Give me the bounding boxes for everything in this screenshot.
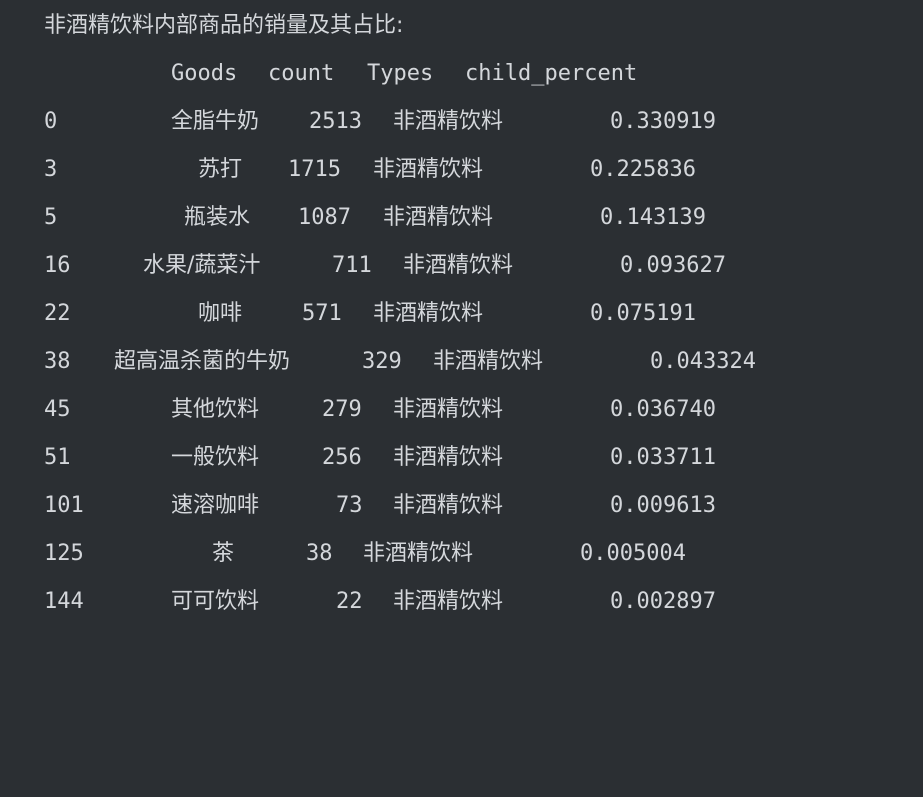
goods-cell: 一般饮料	[171, 445, 260, 470]
row-index: 16	[44, 253, 71, 278]
count-cell: 38	[306, 541, 333, 566]
header-goods: Goods	[171, 61, 238, 86]
type-cell: 非酒精饮料	[403, 253, 514, 278]
table-row: 22 咖啡 571 非酒精饮料 0.075191	[0, 299, 696, 329]
percent-cell: 0.036740	[610, 397, 716, 422]
goods-cell: 苏打	[198, 157, 243, 182]
type-cell: 非酒精饮料	[433, 349, 544, 374]
count-cell: 256	[322, 445, 362, 470]
percent-cell: 0.143139	[600, 205, 706, 230]
type-cell: 非酒精饮料	[393, 589, 504, 614]
type-cell: 非酒精饮料	[393, 397, 504, 422]
percent-cell: 0.043324	[650, 349, 756, 374]
count-cell: 2513	[309, 109, 362, 134]
count-cell: 22	[336, 589, 363, 614]
count-cell: 279	[322, 397, 362, 422]
goods-cell: 超高温杀菌的牛奶	[114, 349, 291, 374]
type-cell: 非酒精饮料	[363, 541, 474, 566]
output-title-line: 非酒精饮料内部商品的销量及其占比:	[0, 11, 403, 41]
percent-cell: 0.002897	[610, 589, 716, 614]
percent-cell: 0.093627	[620, 253, 726, 278]
table-row: 16 水果/蔬菜汁 711 非酒精饮料 0.093627	[0, 251, 726, 281]
goods-cell: 咖啡	[198, 301, 243, 326]
row-index: 144	[44, 589, 84, 614]
count-cell: 571	[302, 301, 342, 326]
goods-cell: 速溶咖啡	[171, 493, 260, 518]
dataframe-header-row: Goods count Types child_percent	[0, 59, 637, 89]
table-row: 144 可可饮料 22 非酒精饮料 0.002897	[0, 587, 716, 617]
output-title: 非酒精饮料内部商品的销量及其占比:	[44, 13, 404, 38]
row-index: 125	[44, 541, 84, 566]
type-cell: 非酒精饮料	[373, 157, 484, 182]
header-count: count	[268, 61, 335, 86]
type-cell: 非酒精饮料	[393, 109, 504, 134]
row-index: 101	[44, 493, 84, 518]
row-index: 0	[44, 109, 58, 134]
goods-cell: 可可饮料	[171, 589, 260, 614]
percent-cell: 0.330919	[610, 109, 716, 134]
count-cell: 711	[332, 253, 372, 278]
count-cell: 73	[336, 493, 363, 518]
header-child-percent: child_percent	[465, 61, 638, 86]
row-index: 5	[44, 205, 58, 230]
percent-cell: 0.225836	[590, 157, 696, 182]
table-row: 3 苏打 1715 非酒精饮料 0.225836	[0, 155, 696, 185]
percent-cell: 0.009613	[610, 493, 716, 518]
percent-cell: 0.075191	[590, 301, 696, 326]
header-types: Types	[367, 61, 434, 86]
type-cell: 非酒精饮料	[373, 301, 484, 326]
table-row: 38 超高温杀菌的牛奶 329 非酒精饮料 0.043324	[0, 347, 756, 377]
goods-cell: 全脂牛奶	[171, 109, 260, 134]
goods-cell: 其他饮料	[171, 397, 260, 422]
count-cell: 1715	[288, 157, 341, 182]
console-output: 非酒精饮料内部商品的销量及其占比: Goods count Types chil…	[0, 11, 756, 617]
row-index: 45	[44, 397, 71, 422]
row-index: 22	[44, 301, 71, 326]
row-index: 51	[44, 445, 71, 470]
count-cell: 1087	[298, 205, 351, 230]
goods-cell: 瓶装水	[184, 205, 251, 230]
type-cell: 非酒精饮料	[393, 493, 504, 518]
row-index: 3	[44, 157, 58, 182]
table-row: 0 全脂牛奶 2513 非酒精饮料 0.330919	[0, 107, 716, 137]
table-row: 101 速溶咖啡 73 非酒精饮料 0.009613	[0, 491, 716, 521]
table-row: 51 一般饮料 256 非酒精饮料 0.033711	[0, 443, 716, 473]
type-cell: 非酒精饮料	[383, 205, 494, 230]
row-index: 38	[44, 349, 71, 374]
percent-cell: 0.005004	[580, 541, 686, 566]
percent-cell: 0.033711	[610, 445, 716, 470]
table-row: 5 瓶装水 1087 非酒精饮料 0.143139	[0, 203, 706, 233]
goods-cell: 茶	[212, 541, 235, 566]
table-row: 125 茶 38 非酒精饮料 0.005004	[0, 539, 686, 569]
goods-cell: 水果/蔬菜汁	[143, 253, 261, 278]
table-row: 45 其他饮料 279 非酒精饮料 0.036740	[0, 395, 716, 425]
type-cell: 非酒精饮料	[393, 445, 504, 470]
count-cell: 329	[362, 349, 402, 374]
